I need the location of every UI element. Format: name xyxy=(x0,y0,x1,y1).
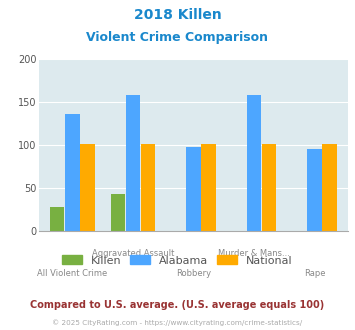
Bar xyxy=(262,144,277,231)
Bar xyxy=(247,95,261,231)
Text: Aggravated Assault: Aggravated Assault xyxy=(92,249,174,258)
Bar xyxy=(80,144,95,231)
Text: Robbery: Robbery xyxy=(176,269,211,278)
Bar xyxy=(307,148,322,231)
Text: Violent Crime Comparison: Violent Crime Comparison xyxy=(87,31,268,44)
Bar xyxy=(186,147,201,231)
Text: 2018 Killen: 2018 Killen xyxy=(133,8,222,22)
Bar xyxy=(201,144,216,231)
Bar xyxy=(65,114,80,231)
Bar xyxy=(322,144,337,231)
Text: All Violent Crime: All Violent Crime xyxy=(37,269,108,278)
Bar xyxy=(110,194,125,231)
Bar xyxy=(141,144,155,231)
Text: Rape: Rape xyxy=(304,269,325,278)
Bar xyxy=(126,95,140,231)
Text: Compared to U.S. average. (U.S. average equals 100): Compared to U.S. average. (U.S. average … xyxy=(31,300,324,310)
Text: © 2025 CityRating.com - https://www.cityrating.com/crime-statistics/: © 2025 CityRating.com - https://www.city… xyxy=(53,319,302,326)
Text: Murder & Mans...: Murder & Mans... xyxy=(218,249,290,258)
Bar xyxy=(50,207,65,231)
Legend: Killen, Alabama, National: Killen, Alabama, National xyxy=(58,251,297,270)
